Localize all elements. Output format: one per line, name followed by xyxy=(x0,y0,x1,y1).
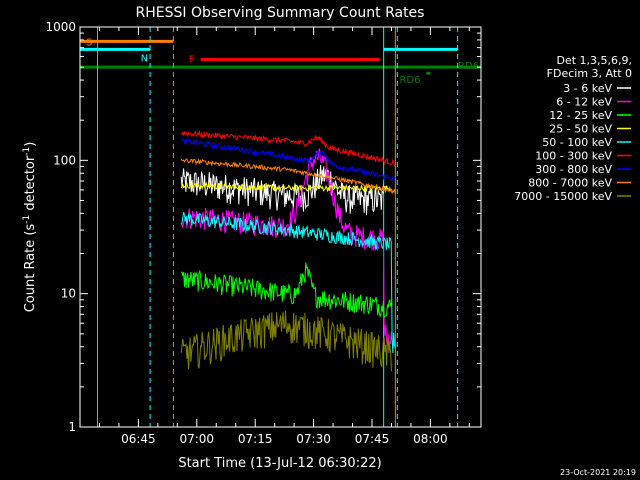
x-tick-label: 07:30 xyxy=(296,432,331,446)
series-line xyxy=(180,158,396,195)
flag-label: RD6 xyxy=(399,75,420,86)
y-tick-label: 10 xyxy=(61,287,76,301)
legend: Det 1,3,5,6,9,FDecim 3, Att 0 3 - 6 keV6 … xyxy=(514,54,632,203)
flag-label: N xyxy=(141,53,148,64)
x-tick-label: 06:45 xyxy=(121,432,156,446)
x-tick-label: 08:00 xyxy=(413,432,448,446)
series-line xyxy=(180,211,396,354)
x-tick-label: 07:00 xyxy=(179,432,214,446)
y-tick-label: 1 xyxy=(68,420,76,434)
legend-entry-label: 7000 - 15000 keV xyxy=(514,190,612,203)
legend-header: FDecim 3, Att 0 xyxy=(547,67,632,80)
legend-entry-label: 25 - 50 keV xyxy=(549,123,612,136)
series-line xyxy=(180,148,392,354)
y-tick-label: 100 xyxy=(53,153,76,167)
x-tick-label: 07:45 xyxy=(355,432,390,446)
legend-entry-label: 6 - 12 keV xyxy=(556,96,612,109)
series-line xyxy=(180,262,392,318)
legend-entry-label: 800 - 7000 keV xyxy=(528,177,612,190)
flag-label: RD6 xyxy=(458,61,479,72)
series-layer xyxy=(180,129,396,372)
series-line xyxy=(180,129,396,167)
x-axis-label: Start Time (13-Jul-12 06:30:22) xyxy=(178,456,381,471)
vertical-markers-layer xyxy=(97,27,459,427)
flag-label: S xyxy=(86,37,92,48)
legend-entry-label: 12 - 25 keV xyxy=(549,109,612,122)
plot-frame xyxy=(79,26,482,428)
chart-title: RHESSI Observing Summary Count Rates xyxy=(136,5,425,21)
series-line xyxy=(180,165,385,216)
footer-timestamp: 23-Oct-2021 20:19 xyxy=(560,468,636,477)
legend-entry-label: 300 - 800 keV xyxy=(535,163,612,176)
y-axis-label: Count Rate (s-1 detector-1) xyxy=(22,142,38,313)
legend-entry-label: 3 - 6 keV xyxy=(563,82,612,95)
legend-entry-label: 50 - 100 keV xyxy=(542,136,612,149)
legend-header: Det 1,3,5,6,9, xyxy=(556,54,632,67)
legend-entry-label: 100 - 300 keV xyxy=(535,150,612,163)
y-axis: 1 10 100 1000 xyxy=(45,20,481,434)
y-tick-label: 1000 xyxy=(45,20,76,34)
series-line xyxy=(180,310,392,372)
x-axis: 06:45 07:00 07:15 07:30 07:45 08:00 xyxy=(79,27,470,446)
x-tick-label: 07:15 xyxy=(238,432,273,446)
series-line xyxy=(180,181,392,193)
flag-bars-layer: S N F RD6 RD6 xyxy=(80,37,481,86)
flag-label: F xyxy=(189,55,195,66)
series-line xyxy=(180,137,396,182)
